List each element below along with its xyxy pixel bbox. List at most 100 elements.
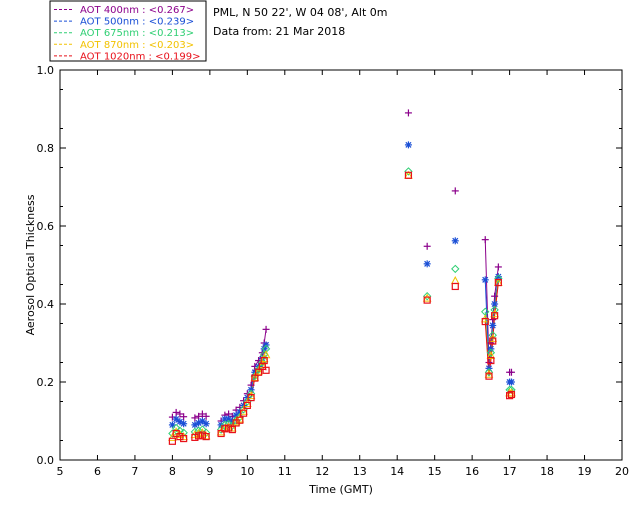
- data-point: [168, 437, 176, 445]
- data-point: [487, 356, 495, 365]
- legend: AOT 400nm : <0.267>AOT 500nm : <0.239>AO…: [49, 0, 207, 62]
- y-tick-label: 1.0: [37, 64, 55, 77]
- data-point: [404, 141, 412, 149]
- x-tick-label: 15: [428, 465, 442, 478]
- data-point: [221, 425, 229, 433]
- data-point: [176, 433, 184, 441]
- data-point: [236, 416, 244, 424]
- data-point: [176, 410, 184, 418]
- data-point: [404, 167, 413, 176]
- plot-area: [59, 69, 623, 461]
- data-point: [507, 378, 515, 386]
- data-point: [423, 296, 431, 304]
- data-point: [481, 317, 489, 326]
- data-point: [168, 432, 177, 441]
- data-point: [235, 414, 245, 423]
- data-point: [202, 412, 210, 420]
- data-point: [494, 274, 503, 283]
- data-point: [507, 368, 515, 376]
- x-axis-label: Time (GMT): [308, 483, 373, 496]
- data-point: [451, 264, 460, 274]
- data-point: [172, 408, 180, 416]
- data-point: [507, 390, 516, 399]
- data-point: [262, 366, 270, 374]
- y-tick-label: 0.8: [37, 142, 55, 155]
- data-point: [254, 366, 263, 375]
- x-tick-label: 8: [169, 465, 176, 478]
- data-point: [251, 374, 259, 382]
- data-point: [494, 263, 502, 271]
- data-point: [171, 423, 181, 433]
- y-axis-label: Aerosol Optical Thickness: [24, 194, 37, 335]
- date-title: Data from: 21 Mar 2018: [213, 25, 345, 38]
- data-point: [491, 312, 499, 320]
- data-point: [242, 398, 252, 407]
- data-point: [216, 425, 226, 434]
- data-point: [506, 392, 514, 400]
- x-tick-label: 14: [390, 465, 404, 478]
- data-point: [485, 372, 493, 380]
- x-tick-label: 10: [240, 465, 254, 478]
- data-point: [179, 428, 188, 437]
- data-point: [225, 424, 233, 432]
- data-point: [451, 187, 459, 195]
- data-point: [254, 365, 263, 374]
- data-point: [247, 394, 255, 402]
- data-point: [486, 348, 496, 357]
- legend-entry: AOT 400nm : <0.267>: [80, 5, 194, 16]
- series-lines: [250, 239, 499, 398]
- data-point: [190, 427, 200, 437]
- data-point: [451, 237, 459, 245]
- data-point: [404, 109, 412, 117]
- x-tick-label: 18: [540, 465, 554, 478]
- data-point: [175, 426, 185, 435]
- data-point: [198, 431, 206, 439]
- data-point: [488, 330, 497, 340]
- legend-entry: AOT 1020nm : <0.199>: [80, 51, 200, 62]
- legend-entry: AOT 675nm : <0.213>: [80, 28, 194, 39]
- data-point: [423, 260, 431, 268]
- x-tick-label: 19: [578, 465, 592, 478]
- data-point: [239, 406, 248, 415]
- data-point: [168, 421, 176, 429]
- data-point: [486, 350, 496, 359]
- data-point: [175, 430, 185, 439]
- data-point: [198, 417, 206, 425]
- data-point: [191, 414, 199, 422]
- data-point: [228, 423, 237, 432]
- data-point: [172, 415, 180, 423]
- x-tick-label: 16: [465, 465, 479, 478]
- data-point: [489, 337, 497, 345]
- data-point: [491, 292, 499, 300]
- x-tick-label: 17: [503, 465, 517, 478]
- data-point: [257, 359, 267, 368]
- data-point: [489, 316, 497, 324]
- data-point: [422, 293, 432, 302]
- data-point: [195, 432, 203, 440]
- x-tick-label: 9: [206, 465, 213, 478]
- data-point: [180, 413, 188, 421]
- legend-entry: AOT 870nm : <0.203>: [80, 40, 194, 51]
- x-tick-label: 11: [278, 465, 292, 478]
- data-point: [259, 354, 269, 363]
- y-tick-label: 0.2: [37, 376, 55, 389]
- data-points: [168, 109, 516, 445]
- data-point: [262, 325, 270, 333]
- data-point: [198, 410, 206, 418]
- data-point: [202, 433, 210, 441]
- x-tick-label: 20: [615, 465, 629, 478]
- data-point: [202, 420, 210, 428]
- x-tick-label: 5: [57, 465, 64, 478]
- legend-entry: AOT 500nm : <0.239>: [80, 17, 194, 28]
- data-point: [246, 391, 256, 400]
- legend-box: [49, 0, 207, 62]
- data-point: [243, 401, 251, 409]
- data-point: [487, 339, 495, 347]
- data-point: [231, 417, 241, 426]
- data-point: [180, 434, 188, 443]
- x-tick-label: 6: [94, 465, 101, 478]
- x-tick-label: 13: [353, 465, 367, 478]
- x-tick-label: 12: [315, 465, 329, 478]
- y-tick-label: 0.4: [37, 298, 55, 311]
